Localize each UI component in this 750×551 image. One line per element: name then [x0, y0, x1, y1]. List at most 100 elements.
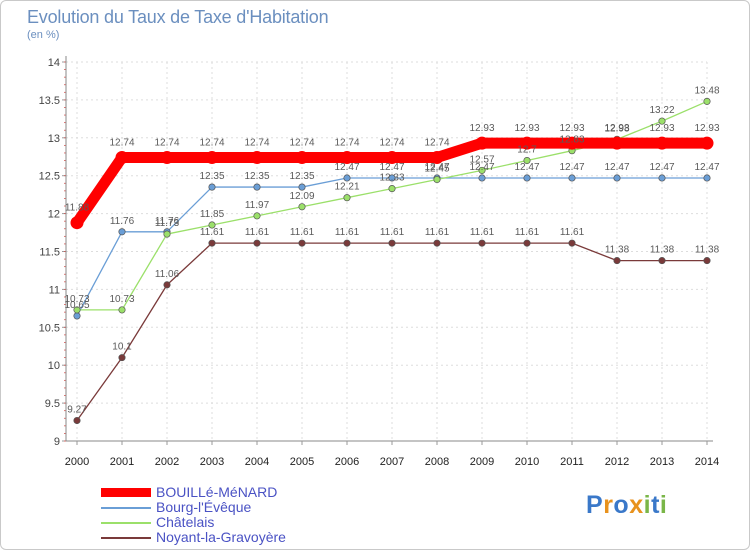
series-point-2	[298, 203, 306, 211]
logo-letter: o	[613, 491, 630, 519]
data-label-3: 11.61	[200, 227, 225, 238]
series-point-1	[118, 228, 126, 236]
series-point-2	[703, 97, 711, 105]
series-point-3	[298, 239, 306, 247]
series-point-0	[565, 136, 579, 150]
data-label-2: 12.45	[424, 163, 449, 174]
legend-swatch-bouille-menard	[101, 488, 151, 497]
x-tick-label: 2010	[515, 456, 539, 468]
series-point-0	[475, 136, 489, 150]
data-label-2: 10.73	[109, 294, 134, 305]
data-label-1: 12.35	[199, 171, 224, 182]
x-tick-label: 2000	[65, 456, 89, 468]
x-tick-label: 2009	[470, 456, 494, 468]
series-point-2	[523, 156, 531, 165]
data-label-2: 11.97	[245, 200, 270, 211]
series-point-0	[430, 151, 444, 165]
legend-label-chatelais: Châtelais	[156, 514, 215, 530]
data-label-0: 12.93	[559, 123, 584, 134]
y-tick-label: 14	[48, 57, 60, 69]
data-label-0: 12.74	[154, 138, 179, 149]
series-point-1	[478, 174, 486, 182]
data-label-0: 12.93	[514, 123, 539, 134]
series-point-0	[610, 136, 624, 150]
series-point-2	[658, 117, 666, 125]
data-label-3: 11.61	[245, 227, 270, 238]
data-label-1: 11.76	[110, 216, 135, 227]
data-label-0: 12.93	[649, 123, 674, 134]
data-label-0: 11.88	[65, 203, 90, 214]
data-label-2: 11.73	[155, 218, 180, 229]
data-label-3: 9.27	[67, 405, 87, 416]
series-point-0	[250, 151, 264, 165]
series-point-3	[523, 239, 531, 247]
logo-letter: r	[603, 491, 614, 519]
logo-letter: P	[586, 491, 604, 519]
series-point-1	[253, 183, 261, 191]
data-label-2: 12.98	[604, 123, 629, 134]
data-label-1: 12.35	[244, 171, 269, 182]
logo-letter: i	[643, 491, 652, 519]
data-label-2: 12.7	[517, 145, 537, 156]
data-label-2: 13.22	[649, 105, 674, 116]
data-label-1: 12.47	[379, 162, 404, 173]
series-point-2	[478, 166, 486, 174]
legend-label-noyant-la-gravoyere: Noyant-la-Gravoyère	[156, 529, 286, 545]
proxiti-logo: Proxiti	[586, 491, 667, 520]
series-point-0	[70, 216, 84, 230]
data-label-2: 12.21	[334, 182, 359, 193]
legend-item-chatelais: Châtelais	[101, 515, 421, 530]
y-tick-label: 13.5	[39, 95, 60, 107]
y-tick-label: 13	[48, 133, 60, 145]
series-point-0	[205, 151, 219, 165]
series-point-3	[388, 239, 396, 247]
series-point-3	[253, 239, 261, 247]
data-label-2: 13.48	[694, 85, 719, 96]
legend: BOUILLé-MéNARD Bourg-l'Évêque Châtelais …	[101, 485, 421, 545]
series-point-1	[298, 183, 306, 191]
x-tick-label: 2014	[695, 456, 719, 468]
series-point-2	[163, 230, 171, 238]
y-tick-label: 10	[48, 360, 60, 372]
y-tick-label: 12.5	[39, 171, 60, 183]
legend-item-bouille-menard: BOUILLé-MéNARD	[101, 485, 421, 500]
series-point-0	[160, 151, 174, 165]
series-point-2	[433, 175, 441, 184]
data-label-3: 11.38	[605, 245, 630, 256]
axes-layer: 9 9.5 10 10.5 11 11.5 12 12.5 13 13.5 14 2000 2001 20…	[39, 56, 719, 468]
series-point-3	[613, 257, 621, 265]
series-point-0	[700, 136, 714, 150]
data-label-2: 12.57	[469, 154, 494, 165]
x-tick-label: 2013	[650, 456, 674, 468]
series-point-0	[115, 151, 129, 165]
series-point-2	[343, 194, 351, 202]
series-point-1	[523, 174, 531, 182]
data-label-3: 11.06	[155, 269, 180, 280]
series-point-3	[658, 257, 666, 265]
y-tick-label: 9	[54, 436, 60, 448]
data-label-1: 12.47	[334, 162, 359, 173]
chart-subtitle: (en %)	[27, 29, 60, 41]
series-point-3	[433, 239, 441, 247]
legend-swatch-chatelais	[101, 522, 151, 524]
data-label-0: 12.93	[604, 123, 629, 134]
data-label-2: 12.09	[289, 191, 314, 202]
data-label-3: 11.61	[560, 227, 585, 238]
x-tick-label: 2004	[245, 456, 269, 468]
data-label-1: 12.47	[559, 162, 584, 173]
series-point-3	[118, 354, 126, 362]
data-label-1: 12.47	[604, 162, 629, 173]
x-tick-label: 2008	[425, 456, 449, 468]
data-label-1: 11.76	[155, 216, 180, 227]
series-point-3	[73, 416, 81, 425]
legend-label-bourg-l-eveque: Bourg-l'Évêque	[156, 499, 252, 515]
series-point-1	[388, 174, 396, 182]
x-tick-label: 2002	[155, 456, 179, 468]
data-label-3: 11.38	[695, 245, 720, 256]
data-label-0: 12.74	[199, 138, 224, 149]
x-tick-label: 2001	[110, 456, 134, 468]
y-tick-label: 10.5	[39, 322, 60, 334]
series-point-0	[655, 136, 669, 150]
legend-item-bourg-l-eveque: Bourg-l'Évêque	[101, 500, 421, 515]
